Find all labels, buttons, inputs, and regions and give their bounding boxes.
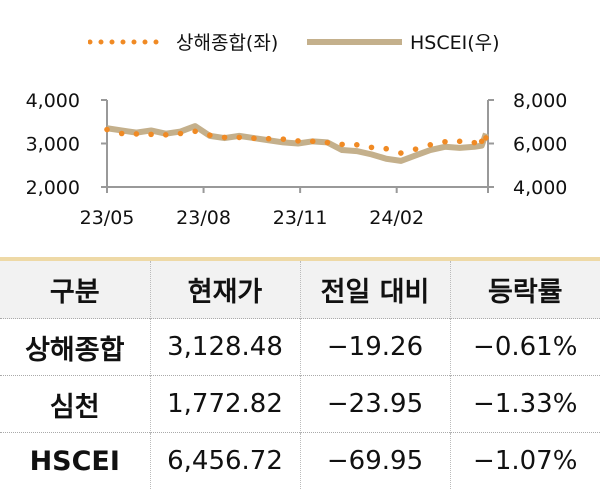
cell-price: 1,772.82 [150, 376, 300, 433]
shanghai-point [104, 127, 110, 133]
x-tick-label: 23/08 [176, 207, 231, 229]
shanghai-point [236, 135, 242, 141]
chart-legend: 상해종합(좌) HSCEI(우) [0, 28, 600, 58]
index-table: 구분 현재가 전일 대비 등락률 상해종합 3,128.48 −19.26 −0… [0, 257, 600, 489]
shanghai-point [383, 146, 389, 152]
shanghai-point [369, 145, 375, 151]
shanghai-point [134, 131, 140, 137]
left-tick-label: 4,000 [26, 90, 80, 112]
table-header-row: 구분 현재가 전일 대비 등락률 [0, 259, 600, 319]
line-chart: 4,000 3,000 2,000 8,000 6,000 4,000 23/05 23/08… [0, 80, 600, 240]
legend-item-shanghai: 상해종합(좌) [88, 28, 278, 55]
cell-change: −69.95 [300, 433, 450, 489]
cell-change: −19.26 [300, 319, 450, 376]
cell-rate: −1.07% [450, 433, 600, 489]
line-swatch [307, 37, 402, 47]
x-tick-label: 24/02 [369, 207, 424, 229]
left-tick-label: 2,000 [26, 177, 80, 199]
shanghai-point [413, 146, 419, 152]
cell-rate: −1.33% [450, 376, 600, 433]
shanghai-point [119, 131, 125, 137]
header-price: 현재가 [150, 259, 300, 319]
cell-price: 3,128.48 [150, 319, 300, 376]
shanghai-point [207, 132, 213, 138]
cell-name: 심천 [0, 376, 150, 433]
shanghai-point [281, 136, 287, 142]
shanghai-point [442, 139, 448, 145]
x-tick-label: 23/11 [273, 207, 328, 229]
table-row: 심천 1,772.82 −23.95 −1.33% [0, 376, 600, 433]
legend-item-hscei: HSCEI(우) [307, 28, 500, 55]
shanghai-point [339, 142, 345, 148]
cell-change: −23.95 [300, 376, 450, 433]
cell-price: 6,456.72 [150, 433, 300, 489]
header-change: 전일 대비 [300, 259, 450, 319]
legend-label: 상해종합(좌) [176, 28, 278, 55]
shanghai-point [310, 139, 316, 145]
shanghai-point [163, 132, 169, 138]
right-tick-label: 4,000 [513, 177, 567, 199]
cell-name: HSCEI [0, 433, 150, 489]
shanghai-point [457, 139, 463, 145]
shanghai-point [354, 142, 360, 148]
shanghai-point [178, 131, 184, 137]
shanghai-point [325, 140, 331, 146]
shanghai-point [295, 138, 301, 144]
cell-rate: −0.61% [450, 319, 600, 376]
header-rate: 등락률 [450, 259, 600, 319]
cell-name: 상해종합 [0, 319, 150, 376]
shanghai-point [427, 142, 433, 148]
dotted-line-swatch [88, 37, 168, 47]
table-row: HSCEI 6,456.72 −69.95 −1.07% [0, 433, 600, 489]
header-category: 구분 [0, 259, 150, 319]
table-row: 상해종합 3,128.48 −19.26 −0.61% [0, 319, 600, 376]
shanghai-point [251, 135, 257, 141]
shanghai-point [148, 132, 154, 138]
right-tick-label: 6,000 [513, 134, 567, 156]
shanghai-point [483, 135, 489, 141]
x-tick-label: 23/05 [80, 207, 135, 229]
shanghai-point [398, 150, 404, 156]
right-tick-label: 8,000 [513, 90, 567, 112]
shanghai-point [222, 135, 228, 141]
left-tick-label: 3,000 [26, 134, 80, 156]
shanghai-point [472, 140, 478, 146]
legend-label: HSCEI(우) [410, 28, 500, 55]
shanghai-point [266, 136, 272, 142]
shanghai-point [192, 129, 198, 135]
